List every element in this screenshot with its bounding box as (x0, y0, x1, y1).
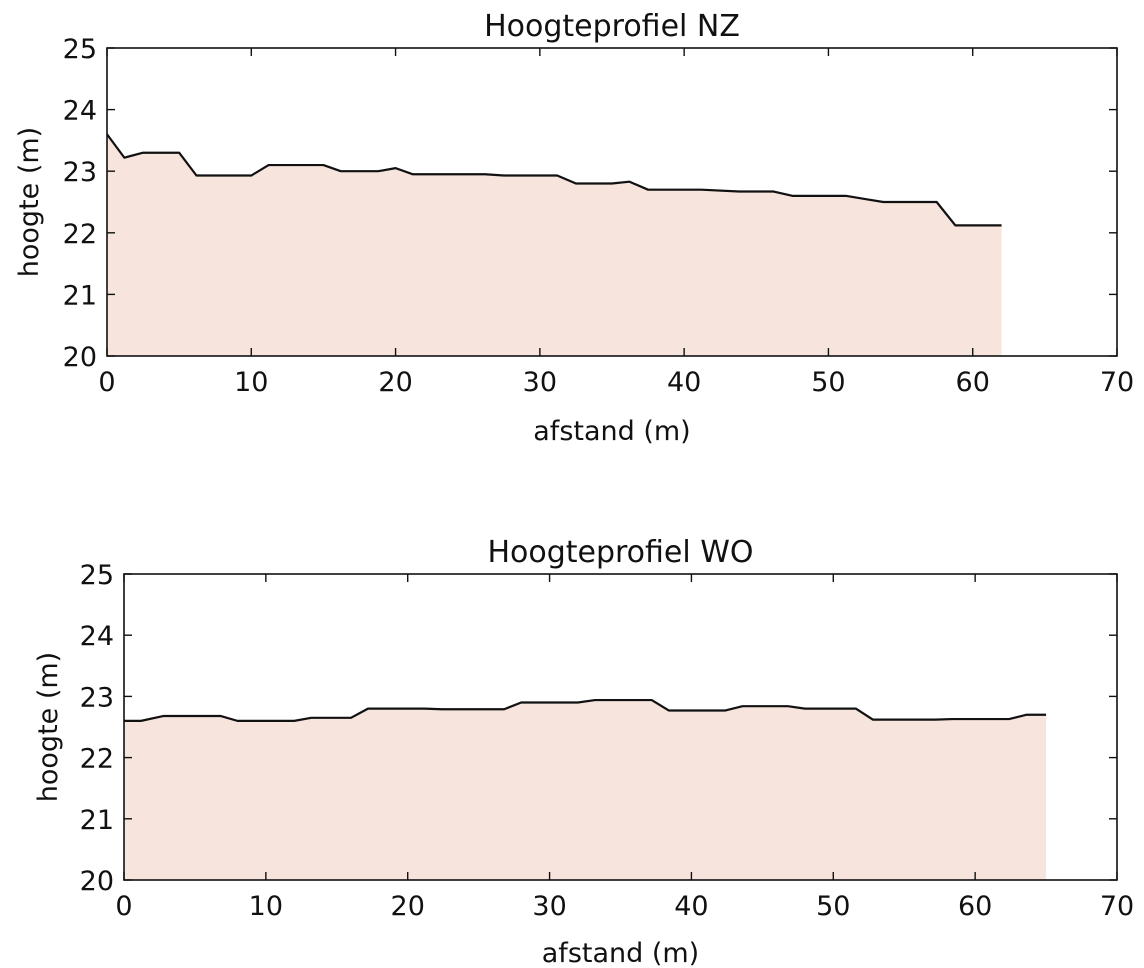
chart-2-ytick-label: 21 (80, 805, 114, 836)
chart-1-ytick-label: 21 (63, 280, 97, 311)
chart-2-ytick-label: 20 (80, 866, 114, 897)
chart-2-xtick-label: 40 (674, 891, 708, 922)
chart-2-xtick-label: 30 (532, 891, 566, 922)
chart-1-ytick-label: 22 (63, 219, 97, 250)
chart-2-area-fill (124, 700, 1047, 880)
chart-1-xtick-label: 0 (98, 367, 115, 398)
chart-1-area-fill (107, 134, 1002, 356)
chart-2-profile-line (124, 698, 1047, 722)
chart-1: 0 10 20 30 40 50 60 70 20 21 22 23 24 25 Hoogteprofiel… (14, 9, 1134, 447)
chart-2: 0 10 20 30 40 50 60 70 20 21 22 23 24 25 Hoogteprofiel… (33, 535, 1134, 968)
chart-1-xtick-label: 30 (523, 367, 557, 398)
chart-2-plot-frame (123, 573, 1118, 881)
chart-2-ytick-label: 24 (80, 621, 114, 652)
chart-2-ytick-label: 23 (80, 682, 114, 713)
chart-1-xtick-label: 70 (1100, 367, 1134, 398)
chart-1-xtick-label: 60 (956, 367, 990, 398)
chart-1-profile-line (106, 133, 1002, 227)
chart-2-ytick-label: 25 (80, 560, 114, 591)
chart-2-xtick-label: 20 (391, 891, 425, 922)
chart-1-x-axis-label: afstand (m) (533, 416, 690, 447)
chart-2-xtick-label: 70 (1100, 891, 1134, 922)
chart-2-title: Hoogteprofiel WO (487, 535, 753, 570)
chart-2-xtick-label: 10 (249, 891, 283, 922)
chart-1-xtick-label: 10 (234, 367, 268, 398)
chart-1-ytick-label: 24 (63, 96, 97, 127)
chart-1-ytick-label: 20 (63, 342, 97, 373)
chart-1-plot-frame (106, 47, 1118, 357)
chart-1-xtick-label: 50 (811, 367, 845, 398)
chart-2-y-axis-label: hoogte (m) (33, 652, 64, 802)
chart-1-ytick-label: 25 (63, 34, 97, 65)
chart-1-y-axis-label: hoogte (m) (14, 127, 45, 277)
chart-1-xtick-label: 40 (667, 367, 701, 398)
chart-1-xtick-label: 20 (378, 367, 412, 398)
chart-2-xtick-label: 0 (115, 891, 132, 922)
chart-2-xtick-label: 60 (958, 891, 992, 922)
chart-2-x-axis-label: afstand (m) (542, 938, 699, 968)
chart-2-xtick-label: 50 (816, 891, 850, 922)
chart-2-ytick-label: 22 (80, 744, 114, 775)
chart-1-title: Hoogteprofiel NZ (484, 9, 740, 44)
chart-1-ytick-label: 23 (63, 157, 97, 188)
